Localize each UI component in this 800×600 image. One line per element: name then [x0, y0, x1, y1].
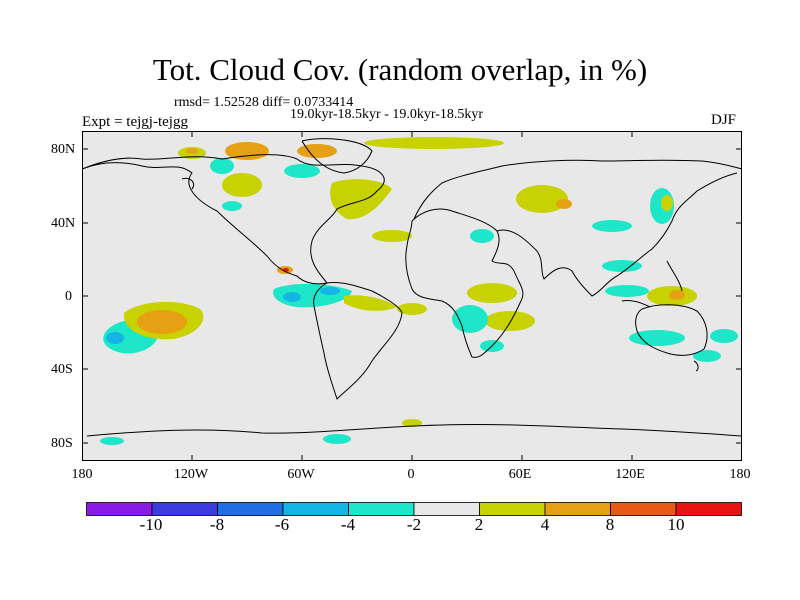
world-map: [82, 131, 742, 461]
lon-tick-label: 180: [71, 467, 93, 482]
lon-tick-label: 60W: [287, 467, 315, 482]
lat-tick-label: 0: [65, 289, 72, 304]
colorbar: [86, 502, 742, 516]
colorbar-label: 4: [540, 515, 550, 534]
lon-tick-label: 120E: [615, 467, 645, 482]
lat-tick-label: 80S: [51, 436, 73, 451]
colorbar-label: -2: [406, 515, 422, 534]
chart-title: Tot. Cloud Cov. (random overlap, in %): [152, 52, 648, 87]
lon-tick-label: 0: [407, 467, 415, 482]
colorbar-box: [479, 502, 546, 516]
colorbar-label: 10: [667, 515, 685, 534]
colorbar-label: -10: [139, 515, 163, 534]
colorbar-label: 2: [474, 515, 484, 534]
stats-label: rmsd= 1.52528 diff= 0.0733414: [174, 95, 354, 110]
lat-tick-label: 40S: [51, 362, 73, 377]
anomaly-patches: [100, 137, 738, 445]
colorbar-box: [348, 502, 415, 516]
axis-ticks: [82, 131, 742, 461]
colorbar-box: [86, 502, 153, 516]
colorbar-label: -6: [274, 515, 290, 534]
colorbar-box: [544, 502, 611, 516]
colorbar-box: [610, 502, 677, 516]
colorbar-box: [675, 502, 742, 516]
map-background: [82, 131, 742, 461]
colorbar-box: [413, 502, 480, 516]
coastlines: [82, 138, 742, 437]
experiment-label: Expt = tejgj-tejgg: [82, 114, 188, 130]
lat-tick-label: 40N: [51, 216, 76, 231]
colorbar-boxes: [86, 502, 742, 516]
colorbar-box: [282, 502, 349, 516]
colorbar-box: [151, 502, 218, 516]
lon-tick-label: 60E: [508, 467, 532, 482]
lat-tick-label: 80N: [51, 142, 76, 157]
colorbar-label: -8: [209, 515, 225, 534]
lon-tick-label: 120W: [173, 467, 209, 482]
lon-tick-label: 180: [729, 467, 751, 482]
colorbar-box: [217, 502, 284, 516]
period-label: 19.0kyr-18.5kyr - 19.0kyr-18.5kyr: [290, 107, 484, 122]
colorbar-label: 8: [605, 515, 615, 534]
season-label: DJF: [711, 112, 737, 128]
colorbar-label: -4: [340, 515, 356, 534]
